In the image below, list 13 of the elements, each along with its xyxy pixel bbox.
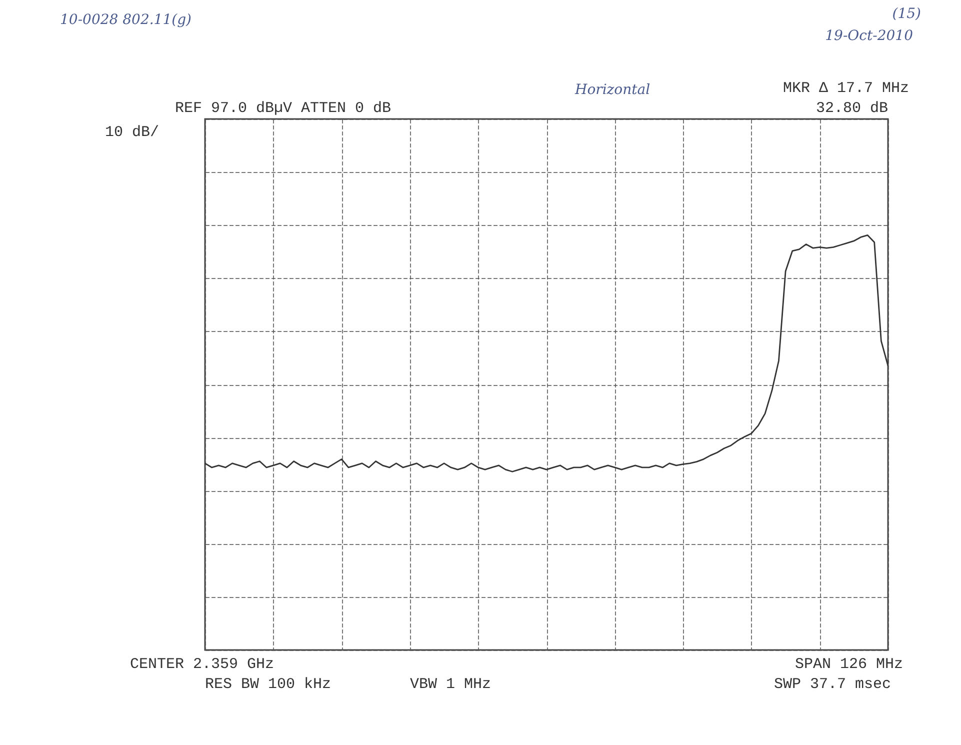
text: VBW 1 MHz [410, 676, 492, 693]
text: REF 97.0 dBµV ATTEN 0 dB [175, 100, 392, 117]
text: 32.80 dB [816, 100, 888, 117]
text: CENTER 2.359 GHz [130, 656, 274, 673]
text: 10-0028 802.11(g) [60, 12, 192, 28]
text: MKR Δ 17.7 MHz [782, 80, 909, 97]
text: SWP 37.7 msec [774, 676, 891, 693]
text: Horizontal [575, 82, 650, 98]
text: SPAN 126 MHz [794, 656, 903, 673]
text: 19-Oct-2010 [825, 28, 913, 44]
text: RES BW 100 kHz [205, 676, 332, 693]
text: (15) [892, 6, 921, 22]
text: 10 dB/ [105, 124, 160, 141]
